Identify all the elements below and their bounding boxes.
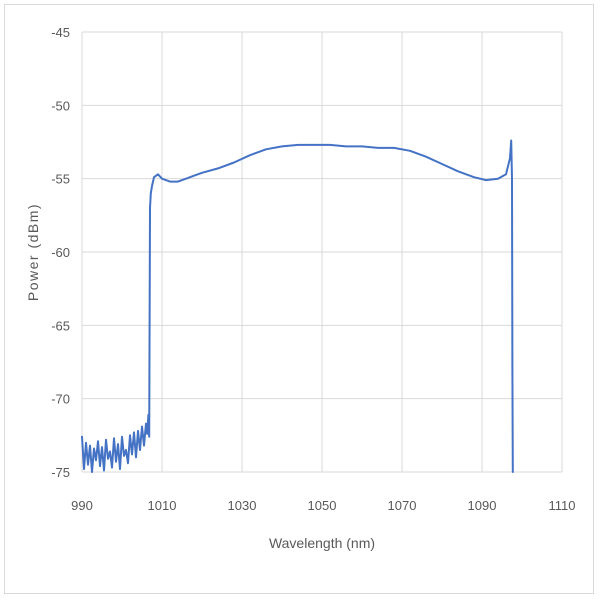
x-tick-label: 1050 [308, 498, 337, 513]
x-tick-label: 990 [71, 498, 93, 513]
series-layer [81, 139, 514, 473]
series-line [81, 139, 514, 473]
y-tick-label: -75 [51, 465, 70, 480]
y-tick-label: -60 [51, 245, 70, 260]
y-tick-label: -45 [51, 25, 70, 40]
x-tick-label: 1110 [549, 498, 576, 513]
y-tick-label: -50 [51, 98, 70, 113]
y-tick-labels: -45 -50 -55 -60 -65 -70 -75 [51, 25, 70, 480]
grid-lines [81, 31, 563, 473]
x-tick-label: 1090 [468, 498, 497, 513]
x-tick-labels: 990 1010 1030 1050 1070 1090 1110 [71, 498, 575, 513]
y-tick-label: -55 [51, 172, 70, 187]
x-tick-label: 1030 [228, 498, 257, 513]
chart-frame [4, 4, 594, 594]
x-tick-label: 1010 [148, 498, 177, 513]
y-tick-label: -70 [51, 392, 70, 407]
y-tick-label: -65 [51, 318, 70, 333]
x-axis-title: Wavelength (nm) [269, 535, 375, 551]
x-tick-label: 1070 [388, 498, 417, 513]
y-axis-title: Power (dBm) [25, 203, 41, 301]
